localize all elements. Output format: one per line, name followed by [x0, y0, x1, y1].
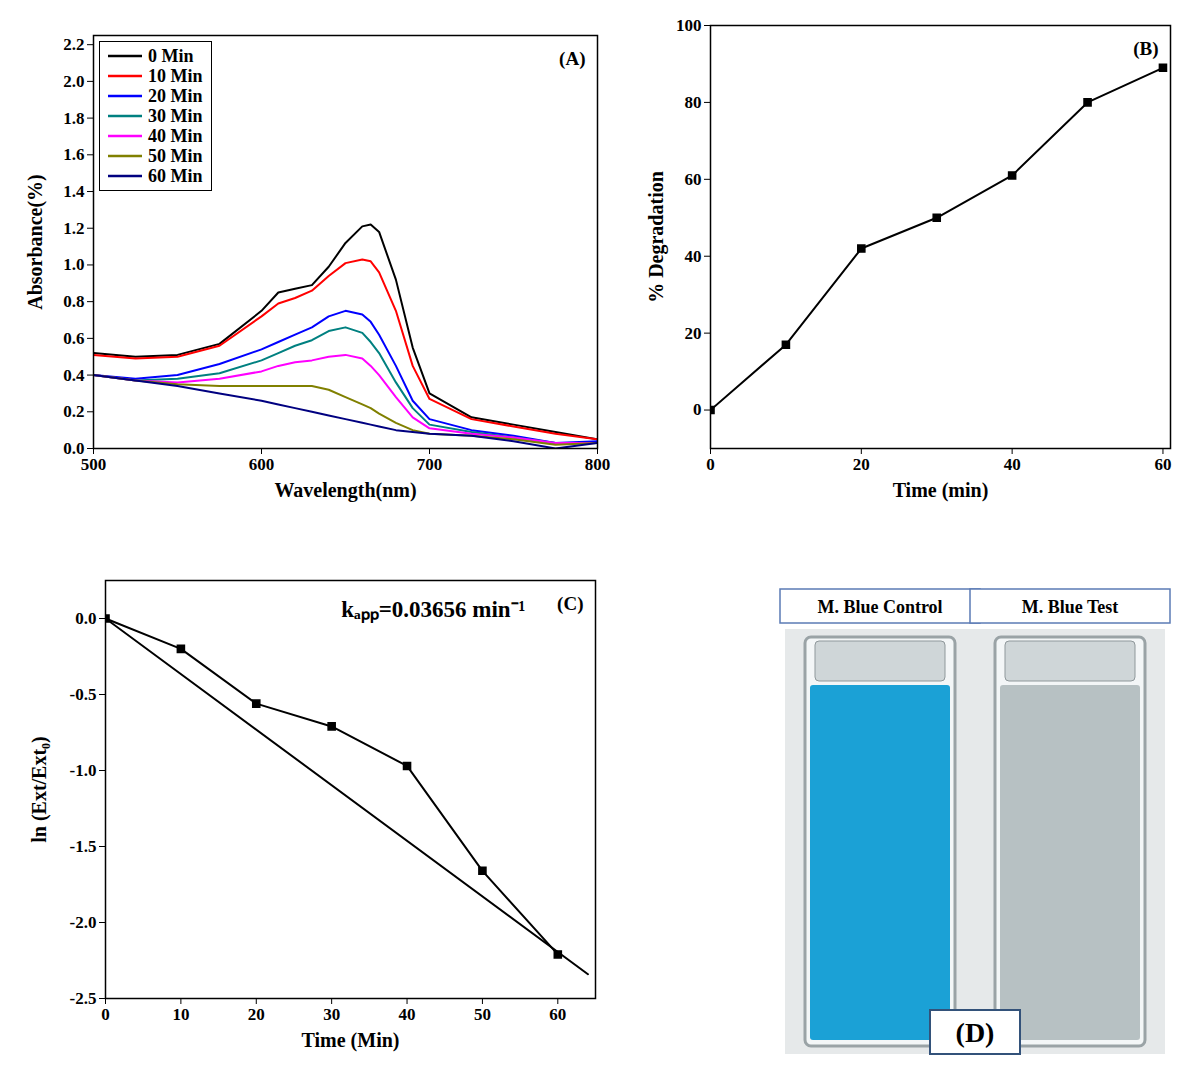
- svg-text:(C): (C): [557, 593, 583, 615]
- svg-text:1.2: 1.2: [63, 219, 84, 238]
- svg-text:20: 20: [853, 455, 870, 474]
- svg-text:0: 0: [693, 400, 702, 419]
- svg-text:2.2: 2.2: [63, 35, 84, 54]
- svg-text:800: 800: [585, 455, 611, 474]
- svg-text:0: 0: [706, 455, 715, 474]
- svg-text:M. Blue Test: M. Blue Test: [1022, 597, 1119, 617]
- svg-text:500: 500: [81, 455, 107, 474]
- html-text:0 Min: 0 Min: [148, 45, 194, 66]
- svg-text:700: 700: [417, 455, 443, 474]
- svg-text:100: 100: [676, 16, 702, 35]
- svg-text:0.6: 0.6: [63, 329, 84, 348]
- svg-text:% Degradation: % Degradation: [645, 171, 668, 303]
- svg-text:0.2: 0.2: [63, 402, 84, 421]
- svg-text:1.0: 1.0: [63, 255, 84, 274]
- svg-text:(D): (D): [956, 1017, 995, 1048]
- svg-text:ln (Ext/Ext₀): ln (Ext/Ext₀): [28, 736, 51, 843]
- svg-text:-2.0: -2.0: [70, 913, 97, 932]
- svg-text:20: 20: [248, 1005, 265, 1024]
- svg-text:Time (Min): Time (Min): [302, 1029, 400, 1052]
- svg-text:50: 50: [474, 1005, 491, 1024]
- svg-text:10: 10: [172, 1005, 189, 1024]
- svg-text:-1.5: -1.5: [70, 837, 97, 856]
- svg-text:80: 80: [685, 93, 702, 112]
- svg-text:Time (min): Time (min): [893, 479, 989, 502]
- svg-text:1.8: 1.8: [63, 109, 84, 128]
- svg-text:0: 0: [101, 1005, 110, 1024]
- svg-text:40: 40: [685, 247, 702, 266]
- html-text:60 Min: 60 Min: [148, 165, 203, 186]
- html-text:20 Min: 20 Min: [148, 85, 203, 106]
- html-text:10 Min: 10 Min: [148, 65, 203, 86]
- svg-text:-1.0: -1.0: [70, 761, 97, 780]
- svg-text:-0.5: -0.5: [70, 685, 97, 704]
- svg-text:-2.5: -2.5: [70, 989, 97, 1008]
- svg-text:M. Blue Control: M. Blue Control: [817, 597, 942, 617]
- svg-text:60: 60: [1154, 455, 1171, 474]
- svg-text:kₐₚₚ=0.03656 min⁻¹: kₐₚₚ=0.03656 min⁻¹: [341, 597, 525, 623]
- svg-text:0.0: 0.0: [75, 609, 96, 628]
- svg-text:60: 60: [685, 170, 702, 189]
- svg-text:(A): (A): [559, 48, 585, 70]
- html-text:30 Min: 30 Min: [148, 105, 203, 126]
- svg-text:40: 40: [1004, 455, 1021, 474]
- html-text:40 Min: 40 Min: [148, 125, 203, 146]
- svg-text:0.8: 0.8: [63, 292, 84, 311]
- svg-text:0.0: 0.0: [63, 438, 85, 458]
- svg-text:Wavelength(nm): Wavelength(nm): [274, 479, 416, 502]
- svg-text:600: 600: [249, 455, 275, 474]
- svg-text:1.4: 1.4: [63, 182, 85, 201]
- svg-text:Absorbance(%): Absorbance(%): [24, 174, 47, 310]
- html-text:50 Min: 50 Min: [148, 145, 203, 166]
- svg-text:0.4: 0.4: [63, 366, 85, 385]
- svg-text:40: 40: [399, 1005, 416, 1024]
- svg-text:20: 20: [685, 324, 702, 343]
- svg-text:1.6: 1.6: [63, 145, 84, 164]
- svg-text:(B): (B): [1133, 38, 1158, 60]
- svg-text:2.0: 2.0: [63, 72, 84, 91]
- svg-text:30: 30: [323, 1005, 340, 1024]
- svg-text:60: 60: [549, 1005, 566, 1024]
